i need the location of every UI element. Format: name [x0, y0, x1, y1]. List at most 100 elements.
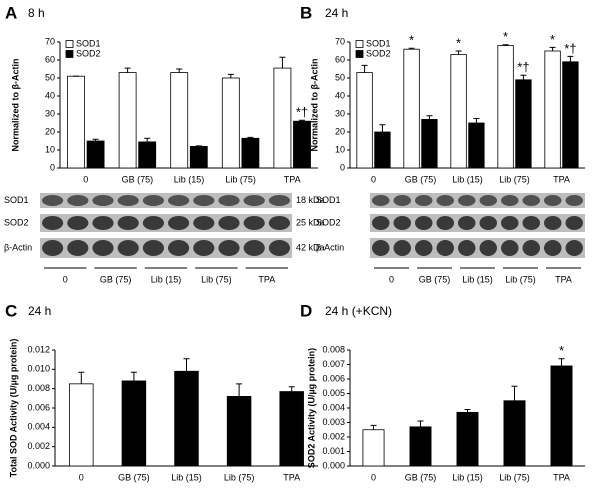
- bar: [362, 429, 385, 467]
- bar: [562, 61, 579, 169]
- error-bar: [298, 119, 305, 122]
- y-tick-label: 0.002: [322, 431, 345, 441]
- panel-label: B: [300, 3, 312, 22]
- error-bar: [288, 386, 295, 392]
- legend-swatch: [65, 40, 74, 48]
- x-tick-label: Lib (15): [452, 472, 483, 482]
- y-tick-label: 0: [50, 162, 55, 172]
- error-bar: [279, 56, 286, 69]
- blot-row-label: SOD2: [4, 217, 29, 227]
- y-tick-label: 50: [335, 72, 345, 82]
- y-tick-label: 10: [335, 144, 345, 154]
- blot-row-label: SOD1: [4, 195, 29, 205]
- error-bar: [455, 50, 462, 55]
- bar: [170, 72, 189, 169]
- bar: [273, 67, 292, 169]
- blot-band: [42, 240, 64, 256]
- y-tick-label: 40: [335, 90, 345, 100]
- error-bar: [549, 46, 556, 51]
- blot-band: [243, 216, 265, 230]
- x-tick-label: TPA: [553, 472, 570, 482]
- blot-band: [458, 195, 476, 206]
- blot-band: [393, 240, 411, 256]
- blot-band: [501, 240, 519, 256]
- bar: [403, 48, 420, 169]
- y-tick-label: 0.000: [27, 460, 50, 470]
- error-bar: [247, 136, 254, 139]
- bar: [189, 145, 208, 169]
- panel-subtitle: 24 h: [28, 304, 51, 318]
- y-axis-label: Total SOD Activity (U/µg protein): [8, 339, 18, 478]
- legend-swatch: [355, 50, 364, 58]
- blot-band: [268, 195, 290, 206]
- y-tick-label: 0.006: [27, 402, 50, 412]
- y-tick-label: 0.005: [322, 388, 345, 398]
- blot-band: [117, 216, 139, 230]
- significance-mark: *: [409, 33, 414, 48]
- lane-label: 0: [389, 274, 394, 284]
- bar: [121, 380, 147, 467]
- y-axis-label: Normalized to β-Actin: [10, 59, 20, 152]
- bar: [456, 411, 479, 467]
- error-bar: [567, 55, 574, 62]
- y-tick-label: 40: [45, 90, 55, 100]
- error-bar: [227, 73, 234, 78]
- error-bar: [195, 145, 202, 147]
- bar: [138, 141, 157, 169]
- bar: [293, 120, 311, 169]
- blot-band: [458, 240, 476, 256]
- blot-band: [193, 195, 215, 206]
- legend-swatch: [65, 50, 74, 58]
- y-tick-label: 0.001: [322, 446, 345, 456]
- error-bar: [464, 408, 471, 413]
- legend-label: SOD1: [366, 38, 391, 48]
- lane-label: TPA: [258, 274, 275, 284]
- blot-band: [544, 240, 562, 256]
- lane-label: 0: [63, 274, 68, 284]
- blot-band: [393, 216, 411, 230]
- y-tick-label: 0.000: [322, 460, 345, 470]
- bar: [86, 140, 105, 169]
- y-tick-label: 60: [45, 54, 55, 64]
- y-tick-label: 30: [45, 108, 55, 118]
- bar: [550, 365, 573, 467]
- legend-label: SOD1: [76, 38, 101, 48]
- error-bar: [236, 383, 243, 397]
- blot-band: [522, 240, 540, 256]
- lane-label: TPA: [555, 274, 572, 284]
- blot-band: [67, 216, 89, 230]
- y-tick-label: 0.004: [27, 422, 50, 432]
- x-tick-label: 0: [79, 472, 84, 482]
- error-bar: [176, 68, 183, 73]
- blot-band: [544, 195, 562, 206]
- blot-band: [268, 216, 290, 230]
- x-tick-label: Lib (15): [174, 174, 205, 184]
- y-tick-label: 70: [335, 36, 345, 46]
- lane-label: GB (75): [100, 274, 132, 284]
- error-bar: [78, 371, 85, 384]
- blot-band: [522, 216, 540, 230]
- y-tick-label: 0: [340, 162, 345, 172]
- x-tick-label: 0: [371, 472, 376, 482]
- significance-mark: *: [503, 29, 508, 44]
- blot-band: [193, 240, 215, 256]
- bar: [450, 54, 467, 169]
- bar: [515, 79, 532, 169]
- lane-label: Lib (15): [151, 274, 182, 284]
- bar: [421, 119, 438, 169]
- bar: [497, 45, 514, 169]
- bar: [226, 395, 252, 467]
- error-bar: [124, 67, 131, 73]
- significance-mark: *: [550, 32, 555, 47]
- error-bar: [130, 371, 137, 381]
- y-tick-label: 20: [45, 126, 55, 136]
- error-bar: [473, 118, 480, 123]
- bar: [118, 72, 137, 169]
- bar: [356, 72, 373, 169]
- blot-band: [117, 195, 139, 206]
- y-axis-label: SOD2 Activity (U/µg protein): [306, 348, 316, 468]
- y-tick-label: 10: [45, 144, 55, 154]
- blot-band: [117, 240, 139, 256]
- bar: [503, 400, 526, 467]
- blot-size-label: 25 kDa: [296, 217, 325, 227]
